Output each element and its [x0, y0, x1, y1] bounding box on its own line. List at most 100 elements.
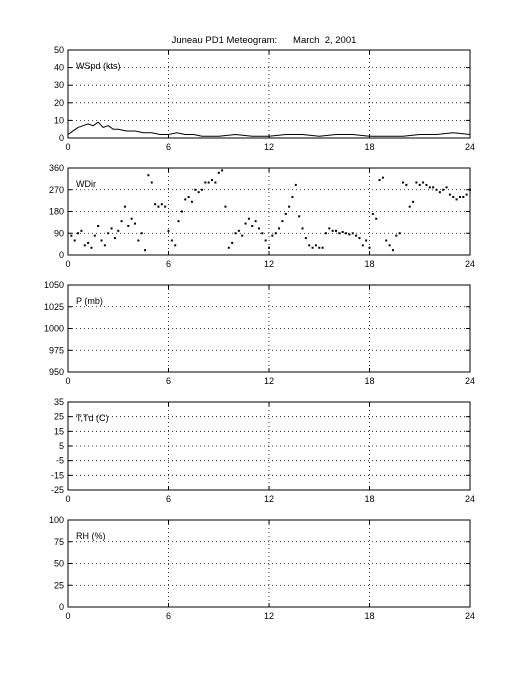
- data-point: [371, 212, 374, 215]
- x-tick-label: 18: [364, 259, 374, 269]
- data-point: [134, 222, 136, 225]
- plot-frame: [67, 49, 471, 139]
- x-tick-label: 24: [465, 376, 475, 386]
- data-point: [442, 188, 445, 191]
- data-point: [452, 196, 455, 198]
- data-point: [402, 181, 404, 184]
- x-tick-label: 6: [166, 494, 171, 504]
- data-point: [301, 227, 304, 230]
- data-point: [217, 171, 220, 174]
- y-tick-label: 50: [54, 559, 64, 569]
- panel-label-wdir: WDir: [76, 179, 96, 189]
- data-point: [204, 181, 207, 184]
- data-point: [177, 220, 180, 223]
- data-point: [288, 205, 291, 208]
- data-point: [298, 215, 301, 218]
- x-tick-label: 18: [364, 611, 374, 621]
- panel-label-wspd: WSpd (kts): [76, 61, 121, 71]
- data-point: [355, 234, 358, 237]
- data-point: [391, 249, 394, 252]
- y-tick-label: 50: [54, 45, 64, 55]
- data-point: [274, 232, 277, 235]
- y-tick-label: 1025: [44, 302, 64, 312]
- y-tick-label: 1050: [44, 280, 64, 290]
- x-tick-label: 12: [264, 376, 274, 386]
- data-point: [398, 232, 401, 235]
- y-tick-label: 0: [59, 602, 64, 612]
- panel-temp-dewpoint: -25 -15 -5 5 15 25 35 0 6 12 18 24 T,Td (C): [51, 397, 475, 504]
- data-point: [87, 241, 90, 244]
- panel-label-rh: RH (%): [76, 531, 106, 541]
- data-point: [271, 234, 274, 237]
- data-point: [257, 227, 260, 230]
- data-point: [97, 225, 100, 227]
- y-tick-label: 90: [54, 228, 64, 238]
- data-point: [207, 181, 210, 184]
- data-point: [214, 181, 217, 184]
- x-tick-label: 24: [465, 611, 475, 621]
- data-point: [231, 241, 234, 244]
- data-point: [311, 246, 314, 249]
- data-point: [351, 232, 354, 235]
- data-point: [428, 186, 431, 189]
- data-point: [422, 181, 425, 184]
- data-point: [167, 229, 170, 232]
- data-point: [237, 229, 240, 232]
- data-point: [83, 244, 86, 247]
- y-tick-label: 30: [54, 80, 64, 90]
- data-point: [388, 244, 391, 247]
- data-point: [314, 244, 317, 247]
- data-point: [348, 233, 351, 236]
- data-point: [180, 210, 183, 213]
- data-point: [415, 181, 418, 184]
- x-tick-label: 18: [364, 494, 374, 504]
- data-point: [70, 234, 73, 237]
- data-point: [113, 237, 116, 240]
- data-point: [469, 188, 471, 191]
- data-point: [174, 244, 177, 247]
- panel-wdir: 0 90 180 270 360 0 6 12 18 24 WDir: [49, 163, 475, 269]
- data-point: [361, 244, 364, 247]
- data-point: [438, 191, 441, 194]
- data-point: [157, 205, 160, 208]
- panel-label-temp-dewpoint: T,Td (C): [76, 413, 109, 423]
- data-point: [385, 239, 388, 242]
- data-point: [291, 196, 294, 198]
- data-point: [201, 188, 203, 191]
- x-tick-label: 6: [166, 259, 171, 269]
- panel-label-pressure: P (mb): [76, 296, 103, 306]
- x-tick-label: 0: [65, 611, 70, 621]
- data-point: [107, 232, 110, 235]
- x-tick-label: 12: [264, 494, 274, 504]
- x-tick-label: 6: [166, 376, 171, 386]
- y-tick-label: 75: [54, 537, 64, 547]
- data-point: [462, 196, 465, 198]
- y-tick-label: 100: [49, 515, 64, 525]
- data-point: [154, 203, 157, 206]
- data-point: [365, 239, 368, 242]
- data-point: [150, 181, 153, 184]
- data-point: [318, 246, 321, 249]
- data-point: [324, 232, 327, 235]
- y-tick-label: 1000: [44, 324, 64, 334]
- data-point: [281, 220, 284, 223]
- data-point: [247, 217, 250, 220]
- x-tick-label: 24: [465, 142, 475, 152]
- panel-rh: 0 25 50 75 100 0 6 12 18 24 RH (%): [49, 515, 475, 621]
- data-point: [455, 198, 458, 201]
- data-point: [381, 176, 384, 179]
- y-tick-label: 40: [54, 63, 64, 73]
- x-tick-label: 0: [65, 376, 70, 386]
- data-point: [405, 183, 408, 186]
- data-point: [418, 183, 421, 186]
- data-point: [375, 217, 378, 220]
- x-tick-label: 12: [264, 611, 274, 621]
- data-point: [335, 229, 337, 232]
- y-tick-label: 975: [49, 345, 64, 355]
- data-point: [412, 200, 415, 203]
- plot-frame: [67, 401, 471, 491]
- y-tick-label: 25: [54, 412, 64, 422]
- plot-frame: [67, 284, 471, 373]
- data-point: [184, 198, 187, 201]
